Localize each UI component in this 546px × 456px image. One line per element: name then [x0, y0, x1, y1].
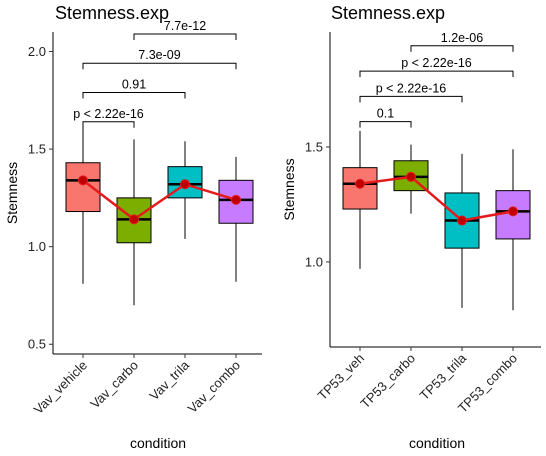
box-Vav_vehicle	[66, 124, 100, 284]
y-tick-label: 1.0	[305, 254, 323, 269]
y-axis-label: Stemness	[4, 162, 20, 224]
x-axis-label: condition	[130, 435, 186, 451]
comparison-bracket: 7.3e-09	[83, 48, 236, 69]
box-Vav_trila	[168, 141, 202, 239]
bracket-line	[360, 96, 462, 102]
x-axis-label: condition	[409, 435, 465, 451]
mean-point	[181, 180, 190, 189]
panel-2: Stemness.exp 1.0 1.5 Stemness TP53_vehTP53_c…	[281, 3, 541, 451]
y-tick-label: 1.0	[28, 239, 46, 254]
p-value-label: p < 2.22e-16	[73, 107, 144, 121]
p-value-label: 7.7e-12	[164, 19, 206, 33]
p-value-label: 1.2e-06	[441, 31, 483, 45]
x-tick-label: Vav_carbo	[87, 358, 141, 412]
y-tick-label: 0.5	[28, 337, 46, 352]
x-tick-label: Vav_vehicle	[31, 358, 90, 417]
box-Vav_combo	[219, 157, 253, 282]
x-tick-label: TP53_veh	[315, 351, 368, 404]
box-TP53_combo	[496, 149, 530, 310]
box-body	[66, 163, 100, 212]
x-tick-label: Vav_trila	[146, 357, 192, 403]
comparison-bracket: 0.91	[83, 77, 185, 98]
chart-title: Stemness.exp	[55, 3, 169, 23]
comparison-bracket: p < 2.22e-16	[360, 81, 462, 102]
mean-point	[356, 179, 365, 188]
box-TP53_veh	[343, 131, 377, 269]
comparison-bracket: p < 2.22e-16	[360, 56, 513, 77]
box-TP53_trila	[445, 154, 479, 308]
p-value-label: 7.3e-09	[138, 48, 180, 62]
mean-line	[360, 177, 513, 221]
mean-point	[509, 207, 518, 216]
comparison-bracket: p < 2.22e-16	[73, 107, 144, 128]
mean-line	[83, 180, 236, 219]
y-tick-label: 2.0	[28, 44, 46, 59]
mean-point	[79, 176, 88, 185]
mean-point	[232, 195, 241, 204]
p-value-label: 0.91	[122, 77, 146, 91]
panel-1: Stemness.exp 0.5 1.0 1.5 2.0 Stemness Vav_vehi…	[4, 3, 262, 451]
x-tick-label: TP53_carbo	[357, 351, 418, 412]
comparison-bracket: 1.2e-06	[411, 31, 513, 52]
p-value-label: p < 2.22e-16	[401, 56, 472, 70]
comparison-bracket: 0.1	[360, 107, 411, 128]
y-axis-label: Stemness	[281, 158, 297, 220]
bracket-line	[83, 92, 185, 98]
mean-point	[458, 216, 467, 225]
p-value-label: p < 2.22e-16	[376, 81, 447, 95]
bracket-line	[360, 122, 411, 128]
bracket-line	[134, 34, 236, 40]
x-tick-label: TP53_trila	[417, 350, 470, 403]
mean-point	[130, 215, 139, 224]
bracket-line	[411, 46, 513, 52]
chart-title: Stemness.exp	[331, 3, 445, 23]
y-tick-label: 1.5	[28, 142, 46, 157]
bracket-line	[83, 63, 236, 69]
p-value-label: 0.1	[377, 107, 394, 121]
mean-point	[407, 172, 416, 181]
y-tick-label: 1.5	[305, 139, 323, 154]
bracket-line	[83, 122, 134, 128]
x-tick-label: Vav_combo	[185, 358, 243, 416]
bracket-line	[360, 71, 513, 77]
